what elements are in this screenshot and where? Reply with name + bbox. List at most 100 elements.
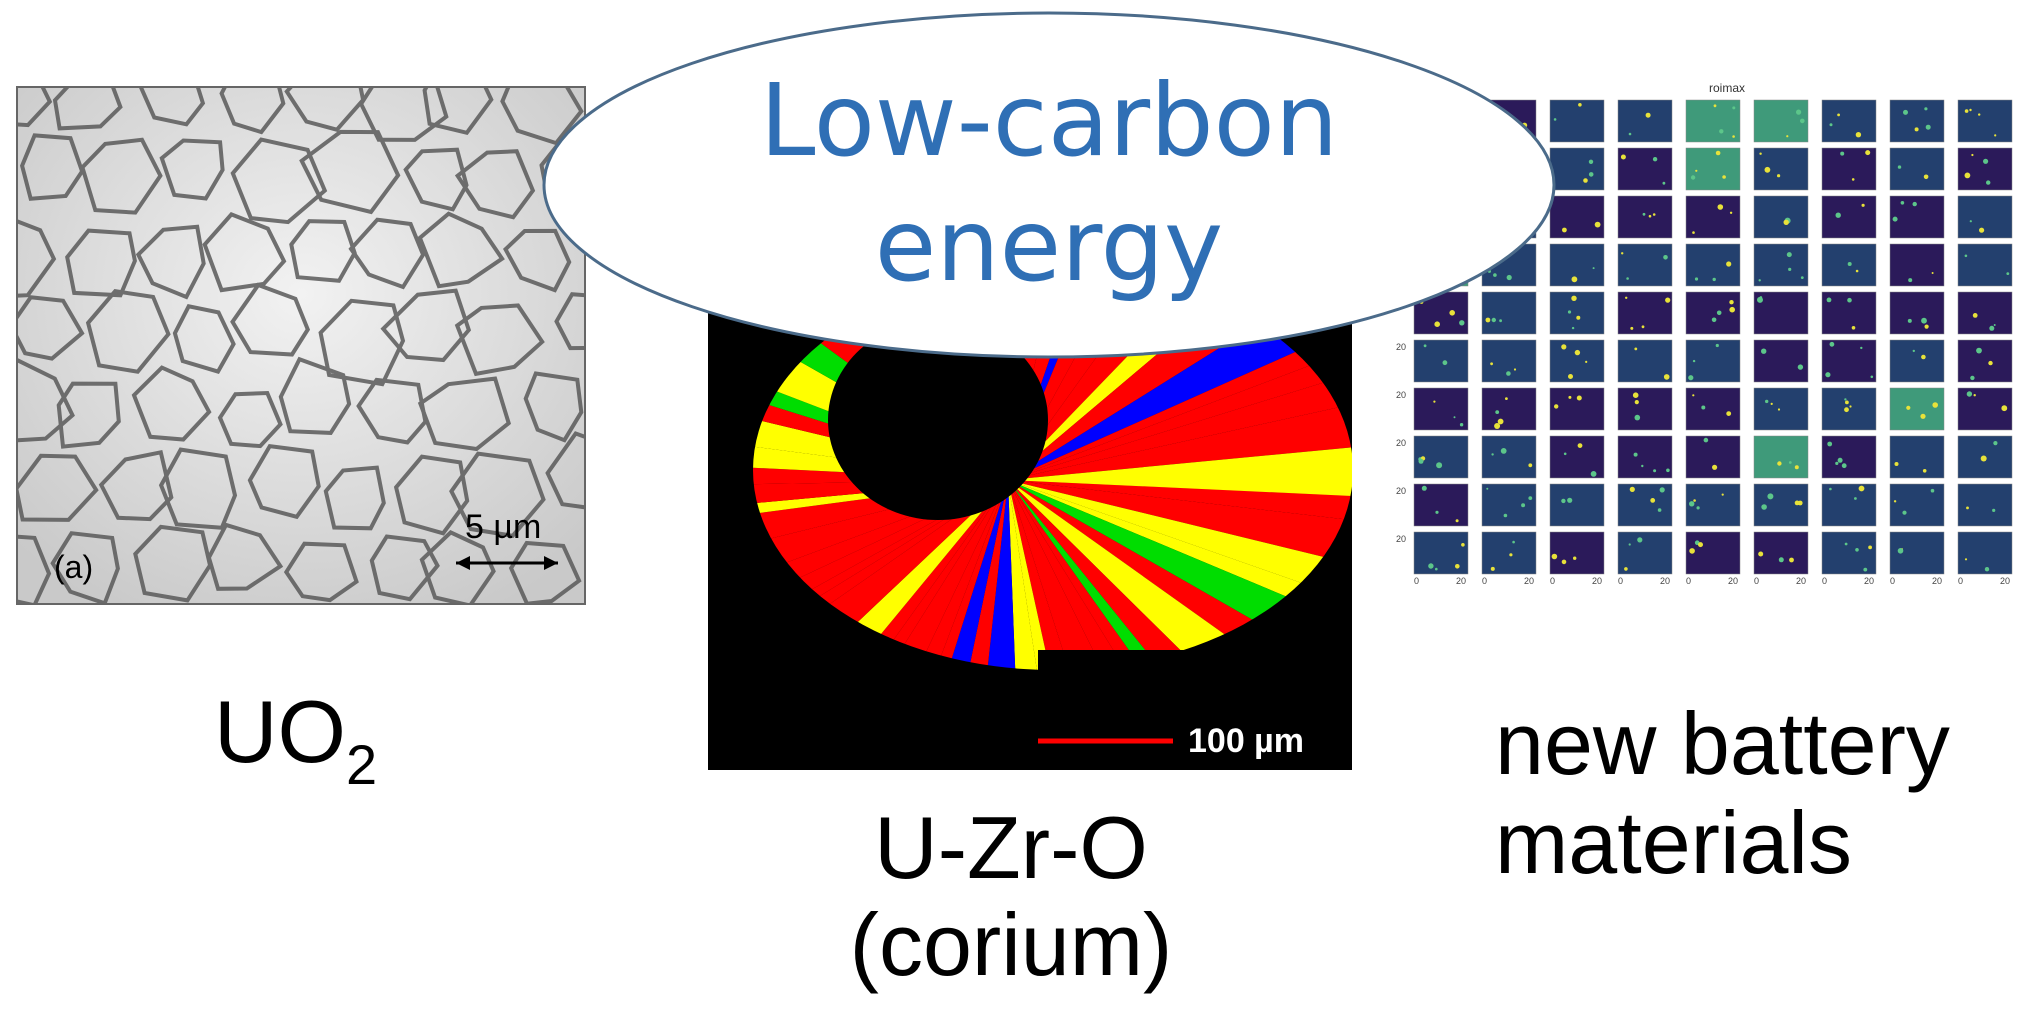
roimax-hotspot [1562,227,1567,233]
uo2-scale-label: 5 µm [465,508,541,546]
roimax-hotspot [1561,344,1567,350]
battery-caption-line1: new battery [1495,694,1950,793]
roimax-tile [1617,339,1673,383]
uo2-caption-main: UO [214,682,346,781]
uo2-grain [230,282,311,357]
roimax-hotspot [1434,321,1440,327]
roimax-hotspot [1827,441,1833,447]
roimax-hotspot [1765,399,1769,404]
roimax-x-tick: 0 [1414,576,1419,586]
roimax-hotspot [1628,543,1631,546]
roimax-tile [1549,195,1605,239]
roimax-hotspot [1969,108,1972,112]
roimax-tile [1617,531,1673,575]
roimax-hotspot [1577,443,1583,448]
roimax-hotspot [1970,375,1975,381]
corium-phase-wedge [708,480,1008,508]
roimax-hotspot [1689,501,1695,507]
roimax-hotspot [1925,124,1931,130]
roimax-hotspot [1574,349,1581,356]
roimax-tile [1549,483,1605,527]
roimax-tile [1889,195,1945,239]
roimax-hotspot [1794,465,1799,470]
uo2-grain [18,453,99,522]
roimax-hotspot [1922,469,1927,473]
banner-line2: energy [874,187,1224,304]
roimax-hotspot [1759,152,1762,155]
roimax-tile [1957,243,2013,287]
roimax-hotspot [1976,347,1982,354]
roimax-hotspot [1829,487,1832,491]
roimax-hotspot [1964,172,1971,179]
roimax-hotspot [1931,272,1934,274]
roimax-hotspot [1621,252,1624,255]
corium-phase-wedge [1008,480,1053,770]
roimax-hotspot [1800,276,1804,279]
roimax-tile [1889,147,1945,191]
uo2-grain [65,228,137,298]
roimax-hotspot [1590,471,1597,477]
roimax-hotspot [1563,452,1567,456]
roimax-hotspot [1764,166,1771,173]
roimax-hotspot [1553,118,1557,121]
roimax-tile [1957,339,2013,383]
uo2-grain [554,292,584,351]
roimax-hotspot [1629,486,1635,492]
roimax-hotspot [1847,297,1852,303]
roimax-hotspot [1666,468,1670,473]
roimax-tile [1685,195,1741,239]
roimax-hotspot [1729,306,1735,313]
roimax-tile [1889,99,1945,143]
corium-phase-map-image: 100 µm [708,290,1352,770]
roimax-hotspot [1844,542,1848,546]
roimax-tile [1821,195,1877,239]
roimax-hotspot [1442,360,1448,366]
roimax-hotspot [1594,221,1601,228]
roimax-x-tick: 20 [2000,576,2010,586]
roimax-hotspot [1912,349,1915,353]
roimax-hotspot [1435,567,1438,571]
roimax-hotspot [1568,374,1573,379]
corium-phase-wedge [1008,480,1352,625]
roimax-hotspot [1551,553,1558,560]
roimax-hotspot [1719,129,1724,134]
roimax-x-tick: 0 [1754,576,1759,586]
corium-phase-wedge [768,480,1008,770]
energy-banner-ellipse [542,11,1556,359]
roimax-hotspot [1854,497,1857,500]
roimax-tile [1821,339,1877,383]
roimax-hotspot [1506,371,1511,376]
roimax-hotspot [1855,548,1859,552]
roimax-tile [1549,147,1605,191]
roimax-hotspot [1721,493,1724,496]
roimax-tile [1957,147,2013,191]
roimax-hotspot [1770,402,1773,405]
roimax-tile [1889,531,1945,575]
roimax-tile [1889,387,1945,431]
uo2-grain [18,534,52,603]
uo2-grain [539,140,584,212]
uo2-grain [358,88,449,142]
roimax-hotspot [1421,485,1427,491]
uo2-grain [500,88,584,146]
roimax-hotspot [1732,106,1736,110]
roimax-hotspot [1964,109,1969,113]
uo2-grain [318,298,406,387]
roimax-hotspot [1693,499,1696,502]
roimax-hotspot [1583,178,1588,183]
uo2-grain [508,540,582,603]
roimax-hotspot [1972,313,1978,318]
roimax-tile [1549,291,1605,335]
roimax-hotspot [1868,545,1872,550]
uo2-grain [356,377,428,445]
roimax-hotspot [1863,567,1868,572]
roimax-hotspot [1505,397,1508,400]
battery-caption: new battery materials [1495,694,1950,892]
roimax-hotspot [1423,344,1427,348]
roimax-x-tick: 0 [1890,576,1895,586]
roimax-tile [1753,147,1809,191]
roimax-hotspot [1455,564,1460,569]
roimax-hotspot [1786,252,1792,258]
roimax-hotspot [1500,448,1507,454]
roimax-x-tick: 20 [1932,576,1942,586]
